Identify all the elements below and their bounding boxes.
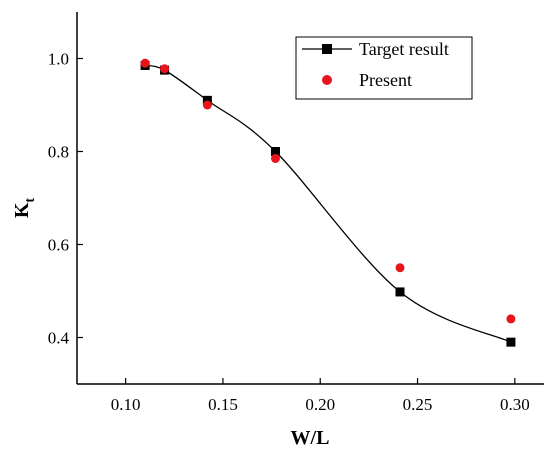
present-point xyxy=(270,153,280,163)
target-result-point xyxy=(506,337,516,347)
y-axis-title: Kt xyxy=(11,198,38,219)
y-ticks: 0.4 0.6 0.8 1.0 xyxy=(48,50,83,348)
y-tick-label: 1.0 xyxy=(48,50,69,69)
y-tick-label: 0.6 xyxy=(48,236,69,255)
svg-text:Kt: Kt xyxy=(11,198,38,219)
present-point xyxy=(395,263,405,273)
legend-target-label: Target result xyxy=(359,39,449,59)
present-point xyxy=(140,58,150,68)
target-result-line xyxy=(144,64,512,343)
target-result-point xyxy=(395,287,405,297)
legend-target-marker xyxy=(322,44,332,54)
legend-present-label: Present xyxy=(359,70,412,90)
y-tick-label: 0.4 xyxy=(48,329,70,348)
present-point xyxy=(506,314,516,324)
y-tick-label: 0.8 xyxy=(48,143,69,162)
x-tick-label: 0.20 xyxy=(305,395,335,414)
target-result-point xyxy=(202,95,212,105)
x-ticks: 0.10 0.15 0.20 0.25 0.30 xyxy=(111,378,530,414)
x-axis-title: W/L xyxy=(291,427,330,449)
x-tick-label: 0.25 xyxy=(403,395,433,414)
x-tick-label: 0.30 xyxy=(500,395,530,414)
y-axis-title-subscript: t xyxy=(23,198,38,203)
present-markers xyxy=(140,58,516,324)
present-point xyxy=(202,100,212,110)
legend: Target result Present xyxy=(295,36,473,100)
y-axis-title-main: K xyxy=(11,202,33,218)
target-result-point xyxy=(270,147,280,156)
present-point xyxy=(160,64,170,74)
plot-area: 0.10 0.15 0.20 0.25 0.30 0.4 0.6 0.8 1.0 xyxy=(48,12,544,414)
legend-present-marker xyxy=(322,75,332,85)
target-result-markers xyxy=(140,60,516,347)
x-tick-label: 0.10 xyxy=(111,395,141,414)
x-tick-label: 0.15 xyxy=(208,395,238,414)
